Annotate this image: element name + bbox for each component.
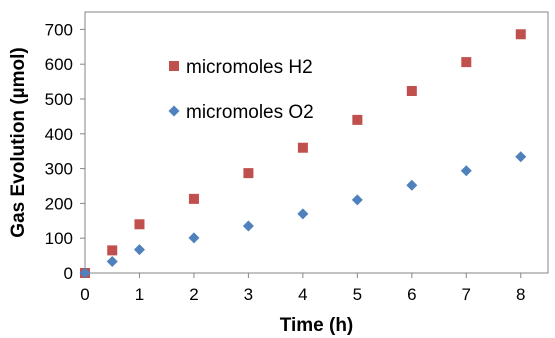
data-point-h2 <box>352 114 363 125</box>
data-point-o2 <box>242 220 254 232</box>
data-point-o2 <box>406 179 418 191</box>
x-tick-label: 6 <box>407 285 416 304</box>
x-tick-label: 8 <box>516 285 525 304</box>
y-tick-label: 100 <box>45 229 73 248</box>
x-tick-label: 4 <box>298 285 307 304</box>
data-point-h2 <box>243 168 254 179</box>
legend: micromoles H2 micromoles O2 <box>168 57 314 123</box>
plot-area <box>84 11 549 274</box>
y-tick-label: 300 <box>45 160 73 179</box>
data-point-h2 <box>107 245 118 256</box>
data-point-h2 <box>134 219 145 230</box>
data-point-h2 <box>461 57 472 68</box>
data-point-o2 <box>351 194 363 206</box>
data-markers <box>79 29 527 279</box>
data-point-h2 <box>406 85 417 96</box>
data-point-h2 <box>515 29 526 40</box>
data-point-o2 <box>106 256 118 268</box>
legend-marker-o2 <box>168 105 180 117</box>
data-point-o2 <box>79 267 91 279</box>
x-axis-title: Time (h) <box>280 315 354 336</box>
data-point-o2 <box>460 165 472 177</box>
y-tick-label: 400 <box>45 125 73 144</box>
x-tick-label: 3 <box>244 285 253 304</box>
data-point-o2 <box>188 232 200 244</box>
plot-frame <box>84 11 549 274</box>
x-tick-label: 5 <box>353 285 362 304</box>
y-tick-label: 600 <box>45 55 73 74</box>
data-point-h2 <box>297 142 308 153</box>
y-tick-label: 700 <box>45 20 73 39</box>
legend-marker-h2 <box>169 61 179 71</box>
x-axis-ticks: 0 1 2 3 4 5 6 7 8 <box>80 273 525 304</box>
data-point-h2 <box>188 193 199 204</box>
y-tick-label: 500 <box>45 90 73 109</box>
x-tick-label: 7 <box>462 285 471 304</box>
y-tick-label: 0 <box>64 264 73 283</box>
x-tick-label: 1 <box>135 285 144 304</box>
legend-label-h2: micromoles H2 <box>186 57 313 78</box>
data-point-o2 <box>297 208 309 220</box>
x-tick-label: 2 <box>189 285 198 304</box>
x-tick-label: 0 <box>80 285 89 304</box>
y-axis-ticks: 0 100 200 300 400 500 600 700 <box>45 20 85 283</box>
data-point-o2 <box>133 244 145 256</box>
y-axis-title: Gas Evolution (µmol) <box>8 47 29 237</box>
legend-label-o2: micromoles O2 <box>186 102 314 123</box>
data-point-o2 <box>515 151 527 163</box>
y-tick-label: 200 <box>45 194 73 213</box>
